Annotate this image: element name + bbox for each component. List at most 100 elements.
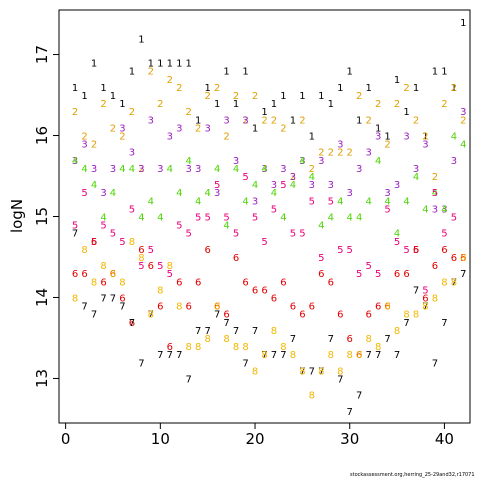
point-age-1: 1 bbox=[110, 91, 116, 102]
point-age-7: 7 bbox=[347, 407, 353, 418]
y-axis: 13 14 15 16 17 bbox=[33, 45, 59, 388]
point-age-6: 6 bbox=[81, 269, 87, 280]
point-age-1: 1 bbox=[328, 99, 334, 110]
point-age-6: 6 bbox=[299, 310, 305, 321]
point-age-5: 5 bbox=[318, 253, 324, 264]
point-age-6: 6 bbox=[432, 261, 438, 272]
point-age-6: 6 bbox=[223, 310, 229, 321]
point-age-7: 7 bbox=[318, 366, 324, 377]
point-age-3: 3 bbox=[309, 180, 315, 191]
point-age-5: 5 bbox=[129, 204, 135, 215]
point-age-2: 2 bbox=[81, 132, 87, 143]
point-age-7: 7 bbox=[214, 310, 220, 321]
point-age-8: 8 bbox=[110, 269, 116, 280]
point-age-1: 1 bbox=[100, 83, 106, 94]
point-age-2: 2 bbox=[91, 140, 97, 151]
point-age-4: 4 bbox=[328, 213, 334, 224]
point-age-5: 5 bbox=[167, 269, 173, 280]
point-age-1: 1 bbox=[365, 83, 371, 94]
point-age-3: 3 bbox=[233, 156, 239, 167]
point-age-4: 4 bbox=[214, 164, 220, 175]
point-age-1: 1 bbox=[129, 67, 135, 78]
point-age-6: 6 bbox=[195, 277, 201, 288]
point-age-6: 6 bbox=[280, 277, 286, 288]
point-age-4: 4 bbox=[451, 132, 457, 143]
point-age-7: 7 bbox=[422, 302, 428, 313]
y-tick-label: 14 bbox=[33, 288, 51, 307]
point-age-3: 3 bbox=[422, 140, 428, 151]
point-age-8: 8 bbox=[384, 302, 390, 313]
source-credit: stockassessment.org,herring_25-29and32,r… bbox=[350, 472, 475, 478]
point-age-4: 4 bbox=[129, 164, 135, 175]
point-age-7: 7 bbox=[186, 374, 192, 385]
point-age-3: 3 bbox=[403, 132, 409, 143]
point-age-5: 5 bbox=[138, 261, 144, 272]
point-age-3: 3 bbox=[100, 188, 106, 199]
point-age-2: 2 bbox=[195, 123, 201, 134]
point-age-3: 3 bbox=[328, 180, 334, 191]
point-age-8: 8 bbox=[119, 277, 125, 288]
point-age-7: 7 bbox=[204, 326, 210, 337]
point-age-8: 8 bbox=[403, 310, 409, 321]
point-age-4: 4 bbox=[81, 164, 87, 175]
point-age-2: 2 bbox=[394, 99, 400, 110]
point-age-3: 3 bbox=[72, 156, 78, 167]
point-age-4: 4 bbox=[356, 213, 362, 224]
point-age-1: 1 bbox=[356, 115, 362, 126]
point-age-1: 1 bbox=[157, 59, 163, 70]
point-age-8: 8 bbox=[204, 334, 210, 345]
point-age-4: 4 bbox=[384, 196, 390, 207]
x-tick-label: 20 bbox=[245, 430, 264, 448]
point-age-8: 8 bbox=[413, 310, 419, 321]
point-age-1: 1 bbox=[186, 59, 192, 70]
point-age-7: 7 bbox=[176, 350, 182, 361]
point-age-8: 8 bbox=[129, 237, 135, 248]
point-age-6: 6 bbox=[176, 277, 182, 288]
point-age-2: 2 bbox=[271, 115, 277, 126]
point-age-8: 8 bbox=[337, 366, 343, 377]
point-age-8: 8 bbox=[138, 253, 144, 264]
point-age-1: 1 bbox=[271, 99, 277, 110]
point-age-3: 3 bbox=[242, 115, 248, 126]
point-age-2: 2 bbox=[252, 91, 258, 102]
point-age-8: 8 bbox=[347, 350, 353, 361]
point-age-1: 1 bbox=[309, 132, 315, 143]
point-age-4: 4 bbox=[176, 188, 182, 199]
y-tick-label: 16 bbox=[33, 126, 51, 145]
point-age-7: 7 bbox=[119, 302, 125, 313]
point-age-2: 2 bbox=[148, 67, 154, 78]
point-age-7: 7 bbox=[403, 318, 409, 329]
point-age-3: 3 bbox=[394, 180, 400, 191]
point-age-1: 1 bbox=[384, 132, 390, 143]
point-age-2: 2 bbox=[356, 91, 362, 102]
point-age-6: 6 bbox=[271, 293, 277, 304]
point-age-6: 6 bbox=[100, 277, 106, 288]
point-age-7: 7 bbox=[148, 310, 154, 321]
point-age-6: 6 bbox=[394, 269, 400, 280]
point-age-5: 5 bbox=[441, 229, 447, 240]
point-age-8: 8 bbox=[100, 261, 106, 272]
point-age-6: 6 bbox=[337, 310, 343, 321]
point-age-2: 2 bbox=[280, 123, 286, 134]
point-age-8: 8 bbox=[290, 350, 296, 361]
point-age-4: 4 bbox=[119, 164, 125, 175]
point-age-2: 2 bbox=[138, 164, 144, 175]
point-age-2: 2 bbox=[72, 107, 78, 118]
point-age-2: 2 bbox=[176, 83, 182, 94]
point-age-3: 3 bbox=[365, 148, 371, 159]
point-age-3: 3 bbox=[252, 196, 258, 207]
point-age-7: 7 bbox=[441, 318, 447, 329]
point-age-1: 1 bbox=[441, 67, 447, 78]
point-age-4: 4 bbox=[167, 164, 173, 175]
point-age-7: 7 bbox=[72, 229, 78, 240]
point-age-7: 7 bbox=[129, 318, 135, 329]
point-age-3: 3 bbox=[223, 115, 229, 126]
point-age-8: 8 bbox=[148, 310, 154, 321]
point-age-7: 7 bbox=[157, 350, 163, 361]
point-age-5: 5 bbox=[309, 196, 315, 207]
point-age-7: 7 bbox=[91, 310, 97, 321]
point-age-8: 8 bbox=[271, 326, 277, 337]
point-age-6: 6 bbox=[347, 334, 353, 345]
point-age-7: 7 bbox=[432, 358, 438, 369]
